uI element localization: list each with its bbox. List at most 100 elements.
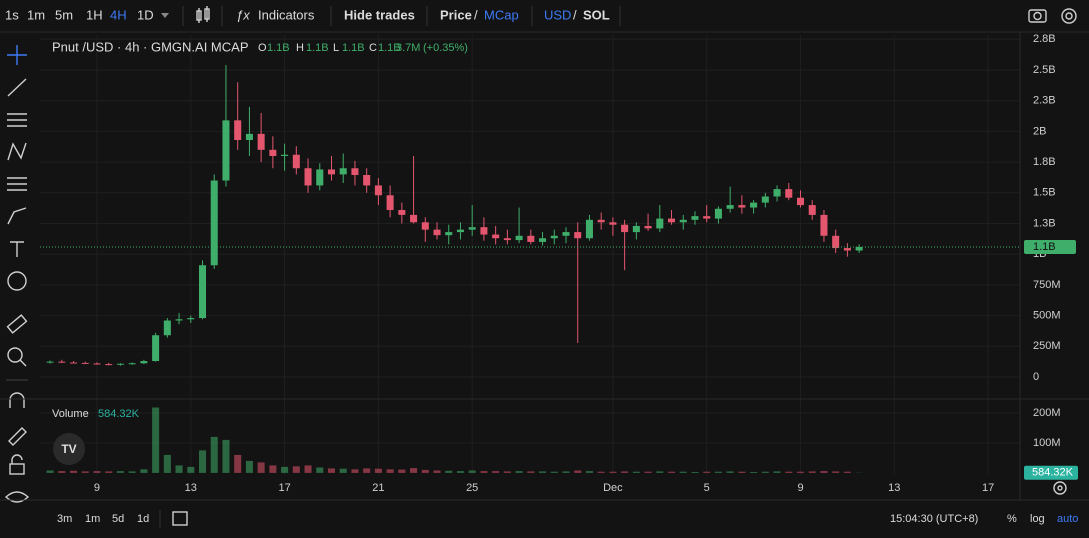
- candle-body: [609, 222, 617, 225]
- volume-bar: [316, 467, 324, 473]
- candle-body: [726, 205, 734, 209]
- pattern-tool[interactable]: [7, 142, 27, 161]
- emoji-tool[interactable]: [7, 271, 27, 291]
- volume-bar: [550, 471, 558, 473]
- candle-body: [281, 154, 289, 156]
- volume-bar: [832, 471, 840, 473]
- ohlc-legend: O 1.1B H 1.1B L 1.1B C 1.1B 3.7M (+0.35%…: [258, 42, 468, 54]
- x-tick-label: 25: [466, 482, 478, 494]
- candle-body: [105, 364, 113, 366]
- range-button[interactable]: 3m: [57, 513, 72, 525]
- candle-body: [257, 133, 265, 150]
- lines-tool[interactable]: [7, 113, 27, 127]
- volume-bar: [81, 471, 89, 473]
- candle-body: [562, 232, 570, 236]
- candle-body: [433, 229, 441, 236]
- volume-bar: [163, 454, 171, 473]
- axis-settings[interactable]: [1053, 481, 1067, 495]
- text-tool[interactable]: [10, 241, 24, 257]
- candle-body: [738, 205, 746, 208]
- price-toggle[interactable]: Price: [440, 7, 472, 22]
- volume-bar: [644, 471, 652, 473]
- interval-button[interactable]: 1s: [5, 7, 19, 22]
- dropdown-arrow[interactable]: [161, 13, 169, 18]
- candle-body: [668, 218, 676, 223]
- clock: 15:04:30 (UTC+8): [890, 513, 978, 525]
- brush-tool[interactable]: [7, 207, 27, 225]
- candle-body: [843, 248, 851, 251]
- volume-bar: [621, 471, 629, 473]
- trendline-tool[interactable]: [7, 78, 27, 97]
- range-button[interactable]: 1m: [85, 513, 100, 525]
- candle-body: [796, 197, 805, 206]
- x-tick-label: 17: [982, 482, 994, 494]
- interval-button[interactable]: 4H: [110, 7, 127, 22]
- candle-body: [316, 169, 324, 186]
- x-tick-label: Dec: [603, 482, 623, 494]
- slash: /: [573, 7, 577, 22]
- candle-body: [81, 362, 89, 364]
- volume-bar: [175, 465, 183, 473]
- goto-date-button[interactable]: [172, 511, 188, 526]
- mcap-toggle[interactable]: MCap: [484, 7, 519, 22]
- y-tick-label: 500M: [1033, 310, 1061, 322]
- y-tick-label: 750M: [1033, 279, 1061, 291]
- x-tick-label: 17: [278, 482, 290, 494]
- log-button[interactable]: log: [1030, 513, 1045, 525]
- candle-body: [621, 224, 629, 233]
- candle-body: [175, 319, 183, 321]
- lock-draw-tool[interactable]: [8, 427, 27, 446]
- candle-body: [855, 246, 863, 251]
- candle-body: [750, 202, 758, 208]
- volume-bar: [116, 471, 124, 473]
- candle-body: [234, 120, 242, 140]
- range-button[interactable]: 5d: [112, 513, 124, 525]
- ohlc-value: 1.1B: [306, 42, 329, 54]
- interval-button[interactable]: 5m: [55, 7, 73, 22]
- y-tick-label: 100M: [1033, 437, 1061, 449]
- sol-toggle[interactable]: SOL: [583, 7, 610, 22]
- camera-button[interactable]: [1028, 9, 1047, 23]
- tv-logo: TV: [53, 433, 85, 465]
- volume-bar: [93, 471, 101, 473]
- visibility-tool[interactable]: [4, 491, 30, 503]
- zoom-tool[interactable]: [7, 347, 27, 367]
- chart-title: Pnut /USD · 4h · GMGN.AI MCAP: [52, 39, 249, 54]
- volume-bar: [761, 471, 769, 473]
- fx-icon[interactable]: ƒx: [236, 7, 250, 22]
- crosshair-tool[interactable]: [7, 45, 27, 65]
- percent-button[interactable]: %: [1007, 513, 1017, 525]
- candle-body: [152, 335, 160, 362]
- indicators-button[interactable]: Indicators: [258, 7, 315, 22]
- y-tick-label: 250M: [1033, 340, 1061, 352]
- volume-bar: [585, 471, 593, 473]
- change: (+0.35%): [423, 42, 468, 54]
- fib-tool[interactable]: [7, 177, 27, 191]
- volume-bar: [234, 454, 242, 473]
- chart-type-button[interactable]: [196, 6, 210, 23]
- interval-button[interactable]: 1H: [86, 7, 103, 22]
- volume-bar: [281, 466, 289, 473]
- candle-body: [386, 195, 394, 210]
- volume-bar: [128, 471, 136, 473]
- candle-body: [761, 196, 769, 203]
- volume-bar: [187, 466, 195, 473]
- ohlc-value: 1.1B: [342, 42, 365, 54]
- interval-button[interactable]: 1D: [137, 7, 154, 22]
- ruler-tool[interactable]: [6, 314, 28, 334]
- interval-button[interactable]: 1m: [27, 7, 45, 22]
- auto-button[interactable]: auto: [1057, 513, 1078, 525]
- range-button[interactable]: 1d: [137, 513, 149, 525]
- candle-body: [644, 225, 652, 229]
- volume-tag-label: 584.32K: [1032, 467, 1074, 479]
- candle-body: [480, 227, 488, 235]
- usd-toggle[interactable]: USD: [544, 7, 571, 22]
- hide-trades-button[interactable]: Hide trades: [344, 7, 415, 22]
- settings-button[interactable]: [1061, 8, 1077, 24]
- candle-body: [410, 214, 418, 223]
- candle-body: [187, 318, 195, 320]
- candle-body: [503, 238, 511, 241]
- lock-tool[interactable]: [9, 454, 25, 475]
- y-tick-label: 1.8B: [1033, 156, 1056, 168]
- volume-bar: [609, 471, 617, 473]
